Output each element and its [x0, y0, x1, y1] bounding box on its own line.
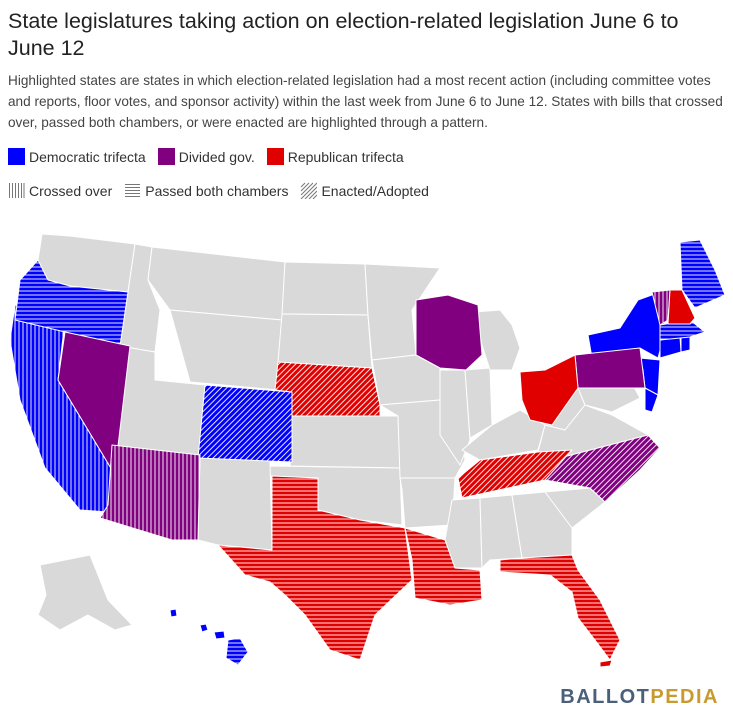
divided-swatch: [157, 148, 175, 165]
state-HI-3: [169, 608, 178, 618]
state-SD: [277, 313, 373, 369]
state-CA: [9, 304, 113, 513]
state-NY: [587, 291, 666, 359]
state-FL-keys: [599, 659, 613, 668]
state-MI: [474, 309, 521, 371]
legend-label-crossed-over: Crossed over: [29, 182, 113, 199]
legend-label-enacted: Enacted/Adopted: [321, 182, 429, 199]
brand-part-1: BALLOT: [560, 686, 651, 708]
state-KS: [289, 415, 401, 469]
diagonal-lines-pattern-icon: [301, 182, 318, 199]
state-WY: [169, 309, 283, 391]
legend-item-divided: Divided gov.: [157, 148, 255, 165]
state-AK: [37, 554, 133, 631]
state-MT: [147, 246, 286, 321]
state-TN: [457, 449, 573, 499]
us-map: [0, 220, 733, 680]
legend-item-enacted: Enacted/Adopted: [300, 182, 429, 199]
legend-label-republican: Republican trifecta: [287, 148, 404, 165]
state-ME: [679, 239, 726, 309]
state-NM: [197, 454, 273, 551]
chart-description: Highlighted states are states in which e…: [8, 73, 723, 130]
vertical-lines-pattern-icon: [9, 183, 25, 198]
state-WI: [415, 294, 483, 371]
state-HI-1: [225, 637, 249, 666]
state-FL: [499, 554, 621, 661]
state-HI-2: [199, 623, 209, 633]
horizontal-lines-pattern-icon: [125, 184, 141, 197]
state-AR: [399, 477, 456, 529]
state-AZ: [99, 444, 201, 541]
state-TX: [217, 475, 413, 661]
republican-swatch: [266, 148, 284, 165]
state-PA: [574, 347, 646, 389]
state-CO: [197, 384, 293, 463]
state-NH: [667, 289, 696, 325]
legend-party: Democratic trifecta Divided gov. Republi…: [8, 148, 416, 165]
ballotpedia-logo: BALLOTPEDIA: [560, 686, 719, 709]
legend-item-crossed-over: Crossed over: [8, 182, 112, 199]
legend-label-divided: Divided gov.: [178, 148, 255, 165]
state-OH: [519, 354, 579, 426]
state-LA: [404, 527, 483, 606]
state-HI-4: [213, 630, 226, 640]
legend-label-passed-both: Passed both chambers: [145, 182, 289, 199]
legend-item-democratic: Democratic trifecta: [8, 148, 146, 165]
chart-title: State legislatures taking action on elec…: [8, 9, 679, 60]
democratic-swatch: [8, 148, 25, 165]
legend-item-republican: Republican trifecta: [266, 148, 404, 165]
legend-label-democratic: Democratic trifecta: [29, 148, 146, 165]
legend-item-passed-both: Passed both chambers: [124, 182, 288, 199]
state-DE: [644, 387, 659, 413]
brand-part-2: PEDIA: [650, 686, 719, 708]
state-RI: [680, 336, 691, 353]
state-NC: [544, 434, 661, 503]
state-ND: [281, 261, 369, 316]
state-NE: [274, 361, 381, 417]
us-map-svg: [9, 233, 726, 668]
legend-pattern: Crossed over Passed both chambers Enacte…: [8, 182, 441, 199]
state-IN: [464, 367, 493, 439]
state-MS: [444, 497, 483, 569]
